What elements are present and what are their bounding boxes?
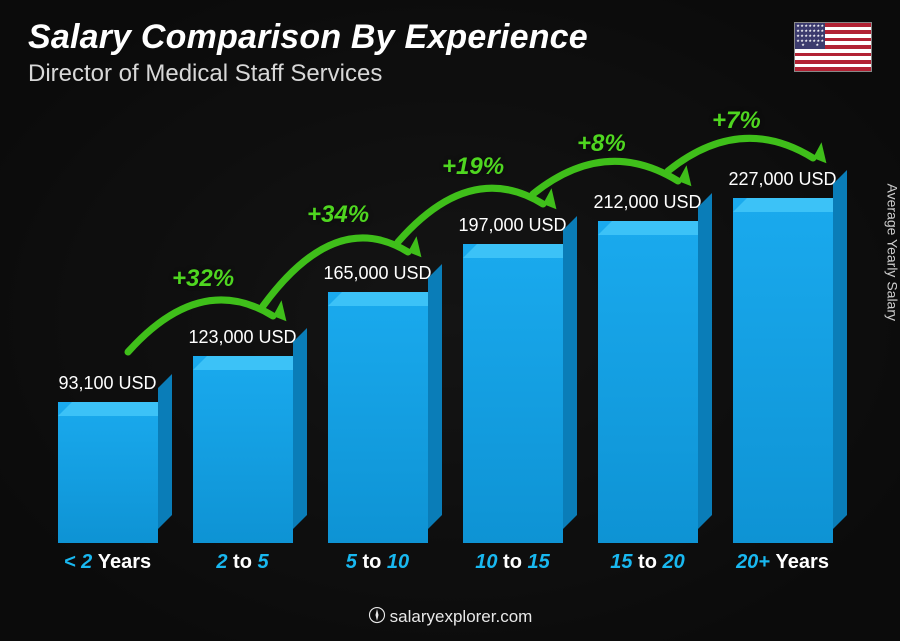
bar-shape — [733, 198, 833, 543]
x-label: 15 to 20 — [593, 551, 703, 581]
bar-value-label: 197,000 USD — [458, 215, 566, 236]
page-title: Salary Comparison By Experience — [28, 18, 588, 57]
y-axis-label: Average Yearly Salary — [884, 183, 900, 321]
bar-value-label: 227,000 USD — [728, 169, 836, 190]
footer-text: salaryexplorer.com — [390, 607, 533, 626]
increment-pct: +7% — [712, 107, 761, 135]
x-label: 2 to 5 — [188, 551, 298, 581]
compass-icon — [368, 606, 386, 624]
bar-1: 123,000 USD — [188, 327, 298, 543]
x-label: 10 to 15 — [458, 551, 568, 581]
bar-shape — [463, 244, 563, 543]
increment-pct: +8% — [577, 130, 626, 158]
bar-0: 93,100 USD — [53, 373, 163, 543]
content-root: Salary Comparison By Experience Director… — [0, 0, 900, 641]
bar-shape — [598, 221, 698, 543]
bar-4: 212,000 USD — [593, 192, 703, 543]
page-subtitle: Director of Medical Staff Services — [28, 60, 382, 88]
salary-chart: +32%+34%+19%+8%+7% 93,100 USD123,000 USD… — [40, 120, 850, 581]
bar-shape — [58, 402, 158, 543]
bar-shape — [328, 292, 428, 543]
flag-canton: ★★★★★★★★★★★★★★★★★★★★★★★★★★★★★★ — [795, 23, 825, 49]
country-flag-us: ★★★★★★★★★★★★★★★★★★★★★★★★★★★★★★ — [794, 22, 872, 72]
x-label: 5 to 10 — [323, 551, 433, 581]
bars-container: 93,100 USD 123,000 USD 165,000 USD 197,000 … — [40, 163, 850, 543]
bar-3: 197,000 USD — [458, 215, 568, 543]
bar-shape — [193, 356, 293, 543]
x-label: < 2 Years — [53, 551, 163, 581]
x-axis-labels: < 2 Years 2 to 5 5 to 10 10 to 15 15 to 20 20… — [40, 551, 850, 581]
bar-2: 165,000 USD — [323, 263, 433, 543]
bar-value-label: 165,000 USD — [323, 263, 431, 284]
bar-5: 227,000 USD — [728, 169, 838, 543]
bar-value-label: 93,100 USD — [58, 373, 156, 394]
footer: salaryexplorer.com — [0, 606, 900, 627]
bar-value-label: 123,000 USD — [188, 327, 296, 348]
bar-value-label: 212,000 USD — [593, 192, 701, 213]
x-label: 20+ Years — [728, 551, 838, 581]
